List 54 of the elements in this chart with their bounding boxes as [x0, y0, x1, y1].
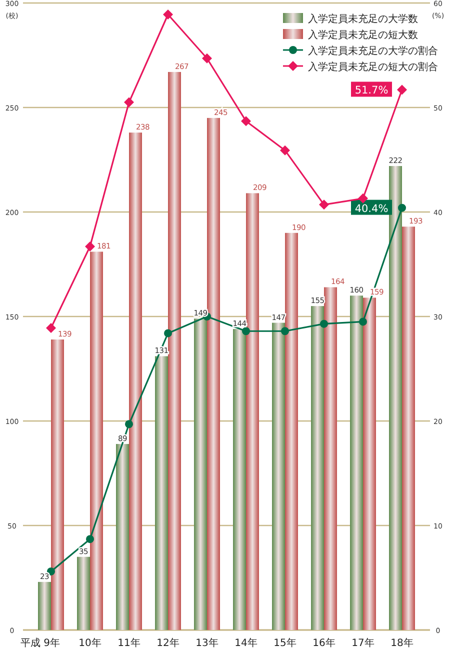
x-tick-label: 13年: [196, 637, 218, 649]
point: [280, 145, 290, 156]
point: [281, 327, 289, 336]
point: [46, 322, 56, 333]
bar: [311, 306, 324, 630]
x-tick-label: 平成 9年: [20, 637, 60, 649]
x-tick-label: 16年: [312, 637, 336, 649]
bar: [233, 329, 246, 630]
x-tick-label: 12年: [156, 637, 180, 649]
point: [124, 97, 134, 108]
x-tick-label: 11年: [118, 637, 140, 649]
bar: [207, 118, 220, 630]
bar: [155, 356, 168, 630]
bar: [168, 72, 181, 630]
point: [319, 200, 329, 210]
point: [398, 204, 406, 212]
point: [202, 53, 212, 64]
bar: [402, 226, 415, 630]
point: [358, 193, 368, 204]
x-tick-label: 18年: [390, 637, 414, 649]
point: [241, 116, 251, 126]
legend-label: 入学定員未充足の大学数: [308, 13, 418, 25]
bar: [350, 296, 363, 630]
bar: [77, 556, 90, 630]
bar: [129, 132, 142, 630]
point: [86, 535, 94, 544]
bar: [389, 166, 402, 630]
point: [163, 9, 173, 20]
bar: [90, 252, 103, 630]
legend-label: 入学定員未充足の短大数: [308, 29, 418, 41]
bar: [363, 298, 376, 630]
bar: [324, 287, 337, 630]
point: [242, 327, 250, 336]
point: [397, 84, 407, 95]
point: [85, 241, 95, 252]
bar: [246, 193, 259, 630]
x-tick-label: 10年: [78, 637, 102, 649]
bar: [38, 582, 51, 630]
data-label: 51.7%: [354, 84, 388, 97]
point: [125, 420, 133, 428]
bar: [272, 322, 285, 630]
legend-label: 入学定員未充足の短大の割合: [308, 61, 438, 73]
bar: [194, 318, 207, 630]
data-label: 40.4%: [354, 202, 388, 215]
legend-label: 入学定員未充足の大学の割合: [308, 45, 438, 57]
point: [164, 329, 172, 338]
bar: [285, 232, 298, 630]
bar: [51, 339, 64, 630]
x-tick-label: 15年: [274, 637, 296, 649]
x-tick-label: 14年: [234, 637, 258, 649]
x-tick-label: 17年: [352, 637, 374, 649]
bar: [116, 444, 129, 630]
point: [320, 320, 328, 328]
point: [359, 318, 367, 326]
